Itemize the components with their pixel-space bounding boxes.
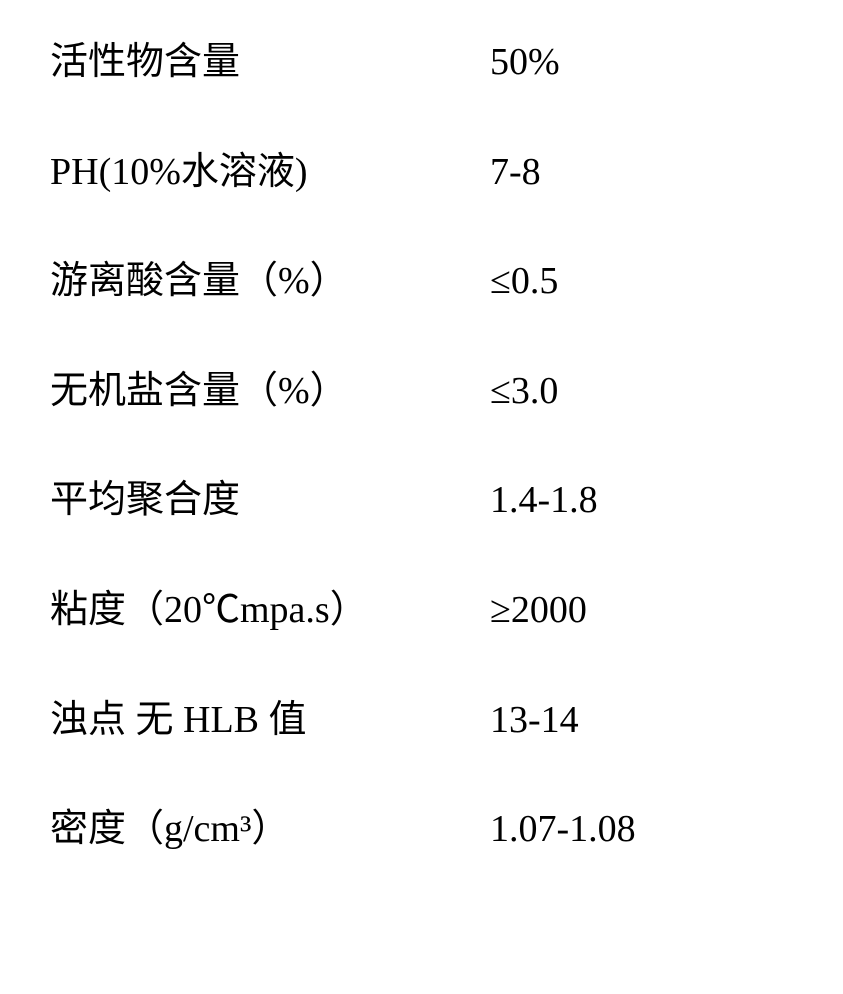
- spec-row: 浊点 无 HLB 值 13-14: [50, 698, 793, 744]
- spec-value: ≥2000: [490, 588, 587, 634]
- spec-label: 无机盐含量（%）: [50, 369, 490, 415]
- spec-row: 游离酸含量（%） ≤0.5: [50, 259, 793, 305]
- spec-label: 活性物含量: [50, 40, 490, 86]
- spec-value: ≤3.0: [490, 369, 558, 415]
- spec-row: 平均聚合度 1.4-1.8: [50, 478, 793, 524]
- spec-label: PH(10%水溶液): [50, 150, 490, 196]
- spec-label: 平均聚合度: [50, 478, 490, 524]
- spec-row: 无机盐含量（%） ≤3.0: [50, 369, 793, 415]
- spec-value: 13-14: [490, 698, 579, 744]
- spec-table: 活性物含量 50% PH(10%水溶液) 7-8 游离酸含量（%） ≤0.5 无…: [0, 0, 843, 957]
- spec-value: 7-8: [490, 150, 541, 196]
- spec-row: PH(10%水溶液) 7-8: [50, 150, 793, 196]
- spec-row: 粘度（20℃mpa.s） ≥2000: [50, 588, 793, 634]
- spec-value: 1.4-1.8: [490, 478, 598, 524]
- spec-label: 游离酸含量（%）: [50, 259, 490, 305]
- spec-value: 50%: [490, 40, 560, 86]
- spec-value: ≤0.5: [490, 259, 558, 305]
- spec-label: 密度（g/cm³）: [50, 807, 490, 853]
- spec-label: 粘度（20℃mpa.s）: [50, 588, 490, 634]
- spec-value: 1.07-1.08: [490, 807, 636, 853]
- spec-row: 活性物含量 50%: [50, 40, 793, 86]
- spec-row: 密度（g/cm³） 1.07-1.08: [50, 807, 793, 853]
- spec-label: 浊点 无 HLB 值: [50, 698, 490, 744]
